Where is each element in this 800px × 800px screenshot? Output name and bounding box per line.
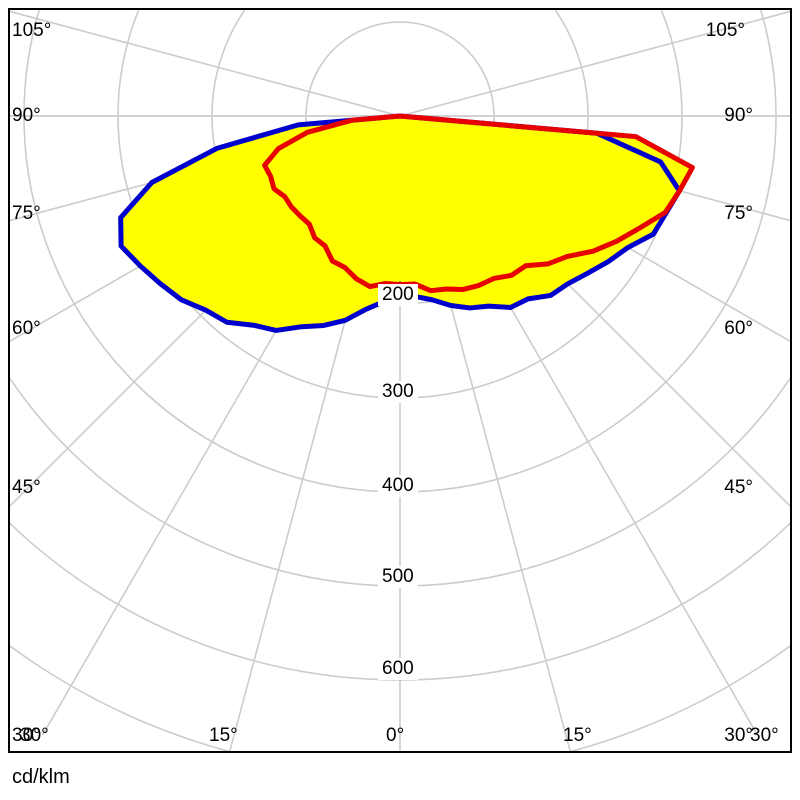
unit-label: cd/klm — [12, 766, 70, 788]
radial-tick-label-2: 400 — [378, 475, 418, 497]
distribution-fill-c90-c270 — [264, 116, 693, 291]
angle-label-bottom-3: 15° — [563, 725, 592, 746]
radial-tick-label-4: 600 — [378, 658, 418, 680]
distribution-fill-group — [120, 116, 693, 331]
angle-label-right-5: 30° — [724, 725, 753, 746]
angle-label-bottom-4: 30° — [750, 725, 779, 746]
radial-tick-label-1: 300 — [378, 381, 418, 403]
angle-label-right-2: 75° — [724, 203, 753, 224]
angle-label-right-4: 45° — [724, 477, 753, 498]
angle-label-left-2: 75° — [12, 203, 41, 224]
angle-label-left-0: 105° — [12, 20, 52, 41]
angle-label-left-4: 45° — [12, 477, 41, 498]
radial-tick-label-3: 500 — [378, 566, 418, 588]
angle-label-right-0: 105° — [705, 20, 745, 41]
angle-label-left-3: 60° — [12, 318, 41, 339]
angle-label-bottom-2: 0° — [386, 725, 405, 746]
angle-label-left-1: 90° — [12, 105, 41, 126]
polar-chart-canvas — [10, 10, 790, 751]
radial-tick-label-0: 200 — [378, 284, 418, 306]
angle-label-bottom-0: 30° — [20, 725, 49, 746]
angle-label-bottom-1: 15° — [209, 725, 238, 746]
angle-label-right-1: 90° — [724, 105, 753, 126]
angle-label-left-5: 30° — [12, 725, 41, 746]
angle-label-right-3: 60° — [724, 318, 753, 339]
plot-frame — [8, 8, 792, 753]
